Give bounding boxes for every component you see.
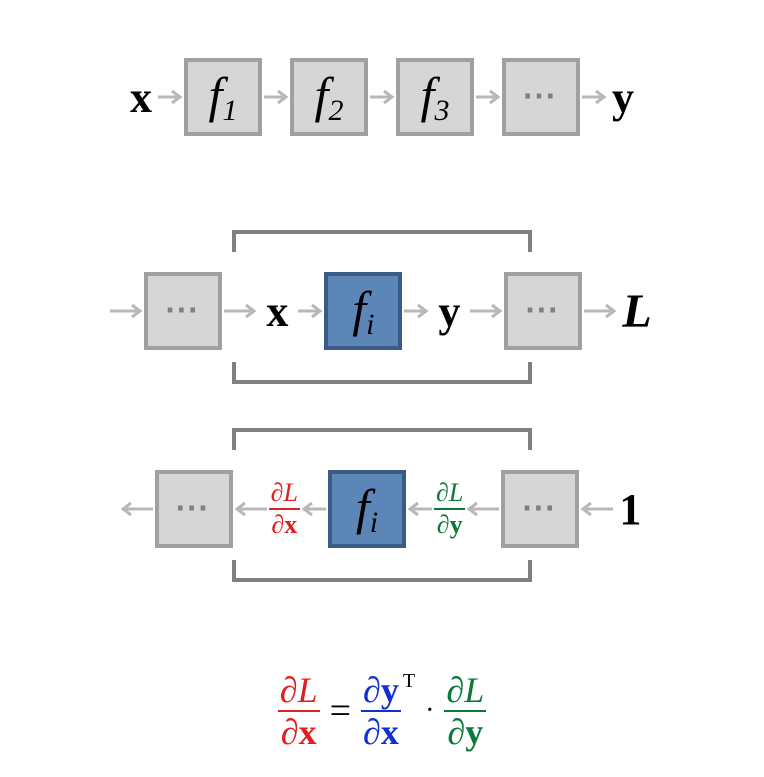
arrow-right <box>582 301 618 321</box>
arrow-left <box>119 499 155 519</box>
arrow-right <box>368 87 396 107</box>
arrow-left <box>579 499 615 519</box>
eq-dy-dx-T: ∂y ∂x T <box>361 670 415 752</box>
dot-op: · <box>415 695 444 727</box>
y-label: y <box>430 286 468 337</box>
eq-dL-dy: ∂L ∂y <box>444 670 486 752</box>
arrow-left <box>465 499 501 519</box>
arrow-right <box>296 301 324 321</box>
dL-dx: ∂L ∂x <box>269 478 300 540</box>
arrow-right <box>222 301 258 321</box>
box-f3: f3 <box>396 58 474 136</box>
arrow-right <box>468 301 504 321</box>
bracket-top-row3 <box>232 428 532 450</box>
x-label: x <box>258 286 296 337</box>
bracket-top-row2 <box>232 230 532 252</box>
transpose-sup: T <box>403 670 415 693</box>
box-f1: f1 <box>184 58 262 136</box>
y-label: y <box>608 72 638 123</box>
box-dots: ⋯ <box>502 58 580 136</box>
arrow-right <box>402 301 430 321</box>
dL-dy: ∂L ∂y <box>434 478 465 540</box>
box-dots-right: ⋯ <box>504 272 582 350</box>
x-label: x <box>126 72 156 123</box>
loss-label: L <box>618 284 655 339</box>
arrow-right <box>156 87 184 107</box>
box-fi: fi <box>324 272 402 350</box>
arrow-right <box>108 301 144 321</box>
bracket-bot-row2 <box>232 362 532 384</box>
arrow-right <box>262 87 290 107</box>
equals-op: = <box>320 689 361 733</box>
arrow-right <box>474 87 502 107</box>
box-fi: fi <box>328 470 406 548</box>
box-dots-right: ⋯ <box>501 470 579 548</box>
bracket-bot-row3 <box>232 560 532 582</box>
box-f2: f2 <box>290 58 368 136</box>
arrow-left <box>300 499 328 519</box>
row-module-forward: ⋯ x fi y ⋯ L <box>0 272 764 350</box>
row-forward-chain: x f1 f2 f3 ⋯ y <box>0 58 764 136</box>
arrow-left <box>406 499 434 519</box>
box-dots-left: ⋯ <box>155 470 233 548</box>
one-label: 1 <box>615 484 645 535</box>
equation-row: ∂L ∂x = ∂y ∂x T · ∂L ∂y <box>0 670 764 752</box>
arrow-right <box>580 87 608 107</box>
row-module-backward: ⋯ ∂L ∂x fi ∂L ∂y ⋯ 1 <box>0 470 764 548</box>
eq-dL-dx: ∂L ∂x <box>278 670 320 752</box>
box-dots-left: ⋯ <box>144 272 222 350</box>
arrow-left <box>233 499 269 519</box>
